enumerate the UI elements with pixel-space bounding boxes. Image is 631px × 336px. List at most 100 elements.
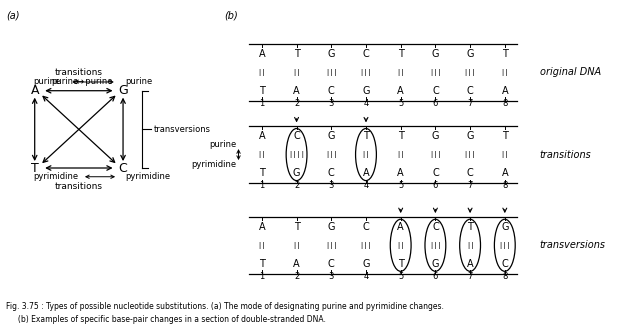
Text: A: A xyxy=(398,86,404,96)
Text: 8: 8 xyxy=(502,99,507,108)
Text: A: A xyxy=(363,168,369,178)
Text: T: T xyxy=(398,259,404,269)
Text: G: G xyxy=(432,259,439,269)
Text: 6: 6 xyxy=(433,181,438,190)
Text: 1: 1 xyxy=(259,272,264,281)
Text: ↔: ↔ xyxy=(76,77,83,87)
Text: |||: ||| xyxy=(325,242,338,249)
Text: |||: ||| xyxy=(464,151,476,158)
Text: ||||: |||| xyxy=(288,151,305,158)
Text: (a): (a) xyxy=(6,10,20,20)
Text: 7: 7 xyxy=(468,99,473,108)
Text: ||: || xyxy=(292,242,301,249)
Text: T: T xyxy=(363,131,369,141)
Text: C: C xyxy=(432,222,439,232)
Text: ||: || xyxy=(292,69,301,76)
Text: 3: 3 xyxy=(329,272,334,281)
Text: |||: ||| xyxy=(325,69,338,76)
Text: pyrimidine: pyrimidine xyxy=(33,172,78,181)
Text: pyrimidine: pyrimidine xyxy=(191,160,237,169)
Text: G: G xyxy=(432,49,439,59)
Text: 5: 5 xyxy=(398,99,403,108)
Text: G: G xyxy=(362,259,370,269)
Text: A: A xyxy=(502,86,508,96)
Text: T: T xyxy=(398,131,404,141)
Text: 1: 1 xyxy=(259,99,264,108)
Text: 7: 7 xyxy=(468,272,473,281)
Text: G: G xyxy=(466,131,474,141)
Text: |||: ||| xyxy=(429,242,442,249)
Text: G: G xyxy=(327,49,335,59)
Text: purine: purine xyxy=(125,78,152,86)
Text: |||: ||| xyxy=(360,69,372,76)
Text: 5: 5 xyxy=(398,181,403,190)
Text: purine: purine xyxy=(52,78,79,86)
Text: A: A xyxy=(259,222,265,232)
Text: 2: 2 xyxy=(294,99,299,108)
Text: A: A xyxy=(398,168,404,178)
Text: Fig. 3.75 : Types of possible nucleotide substitutions. (a) The mode of designat: Fig. 3.75 : Types of possible nucleotide… xyxy=(6,302,444,324)
Text: A: A xyxy=(293,86,300,96)
Text: 6: 6 xyxy=(433,272,438,281)
Text: |||: ||| xyxy=(325,151,338,158)
Text: 7: 7 xyxy=(468,181,473,190)
Text: G: G xyxy=(118,84,128,97)
Text: C: C xyxy=(467,86,473,96)
Text: A: A xyxy=(30,84,39,97)
Text: original DNA: original DNA xyxy=(540,67,601,77)
Text: 3: 3 xyxy=(329,181,334,190)
Text: (b): (b) xyxy=(224,10,238,20)
Text: T: T xyxy=(502,131,508,141)
Text: 8: 8 xyxy=(502,181,507,190)
Text: 8: 8 xyxy=(502,272,507,281)
Text: C: C xyxy=(363,49,369,59)
Text: T: T xyxy=(293,49,300,59)
Text: A: A xyxy=(259,131,265,141)
Text: C: C xyxy=(119,162,127,174)
Text: 2: 2 xyxy=(294,272,299,281)
Text: G: G xyxy=(432,131,439,141)
Text: 3: 3 xyxy=(329,99,334,108)
Text: C: C xyxy=(293,131,300,141)
Text: 6: 6 xyxy=(433,99,438,108)
Text: A: A xyxy=(398,222,404,232)
Text: G: G xyxy=(327,222,335,232)
Text: C: C xyxy=(328,168,334,178)
Text: G: G xyxy=(362,86,370,96)
Text: 4: 4 xyxy=(363,99,369,108)
Text: ||: || xyxy=(257,69,266,76)
Text: ||: || xyxy=(500,69,509,76)
Text: ||: || xyxy=(396,242,405,249)
Text: A: A xyxy=(293,259,300,269)
Text: 1: 1 xyxy=(259,181,264,190)
Text: |||: ||| xyxy=(429,151,442,158)
Text: G: G xyxy=(293,168,300,178)
Text: T: T xyxy=(502,49,508,59)
Text: 4: 4 xyxy=(363,181,369,190)
Text: C: C xyxy=(432,86,439,96)
Text: C: C xyxy=(328,86,334,96)
Text: 4: 4 xyxy=(363,272,369,281)
Text: C: C xyxy=(432,168,439,178)
Text: pyrimidine: pyrimidine xyxy=(125,172,170,181)
Text: A: A xyxy=(467,259,473,269)
Text: C: C xyxy=(328,259,334,269)
Text: T: T xyxy=(259,86,265,96)
Text: purine: purine xyxy=(209,140,237,149)
Text: |||: ||| xyxy=(429,69,442,76)
Text: transversions: transversions xyxy=(153,125,210,134)
Text: T: T xyxy=(398,49,404,59)
Text: 5: 5 xyxy=(398,272,403,281)
Text: purine: purine xyxy=(33,78,61,86)
Text: C: C xyxy=(502,259,508,269)
Text: G: G xyxy=(466,49,474,59)
Text: T: T xyxy=(31,162,38,174)
Text: ||: || xyxy=(257,151,266,158)
Text: ||: || xyxy=(500,151,509,158)
Text: transitions: transitions xyxy=(55,182,103,191)
Text: G: G xyxy=(327,131,335,141)
Text: T: T xyxy=(259,168,265,178)
Text: transitions: transitions xyxy=(540,150,591,160)
Text: C: C xyxy=(363,222,369,232)
Text: A: A xyxy=(502,168,508,178)
